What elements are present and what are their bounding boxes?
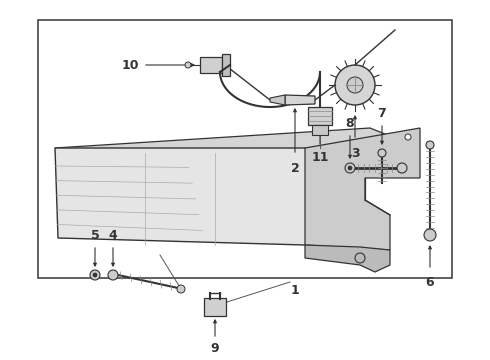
Circle shape (185, 62, 191, 68)
Circle shape (378, 149, 386, 157)
Circle shape (90, 270, 100, 280)
Circle shape (355, 253, 365, 263)
Bar (308, 107, 332, 125)
Text: 7: 7 (378, 107, 387, 120)
Bar (312, 125, 328, 135)
Text: 1: 1 (291, 284, 299, 297)
Polygon shape (270, 95, 285, 105)
Bar (222, 54, 230, 76)
Circle shape (177, 285, 185, 293)
Polygon shape (55, 128, 420, 168)
Circle shape (424, 229, 436, 241)
Text: 5: 5 (91, 229, 99, 242)
Text: 3: 3 (351, 147, 359, 159)
Text: 11: 11 (311, 150, 329, 163)
Text: 10: 10 (121, 59, 139, 72)
Text: 8: 8 (345, 117, 354, 130)
Circle shape (347, 77, 363, 93)
Circle shape (93, 273, 97, 277)
Text: 2: 2 (291, 162, 299, 175)
Circle shape (345, 163, 355, 173)
Circle shape (335, 65, 375, 105)
Text: 6: 6 (426, 275, 434, 288)
FancyBboxPatch shape (204, 298, 226, 316)
Circle shape (405, 134, 411, 140)
Text: 4: 4 (109, 229, 118, 242)
Polygon shape (55, 148, 370, 245)
Circle shape (108, 270, 118, 280)
Polygon shape (285, 95, 315, 105)
Polygon shape (305, 128, 420, 250)
Polygon shape (305, 245, 390, 272)
Circle shape (348, 166, 352, 170)
Bar (38, 20, 452, 278)
Circle shape (397, 163, 407, 173)
Circle shape (426, 141, 434, 149)
Bar (200, 57, 222, 73)
Text: 9: 9 (211, 342, 220, 356)
